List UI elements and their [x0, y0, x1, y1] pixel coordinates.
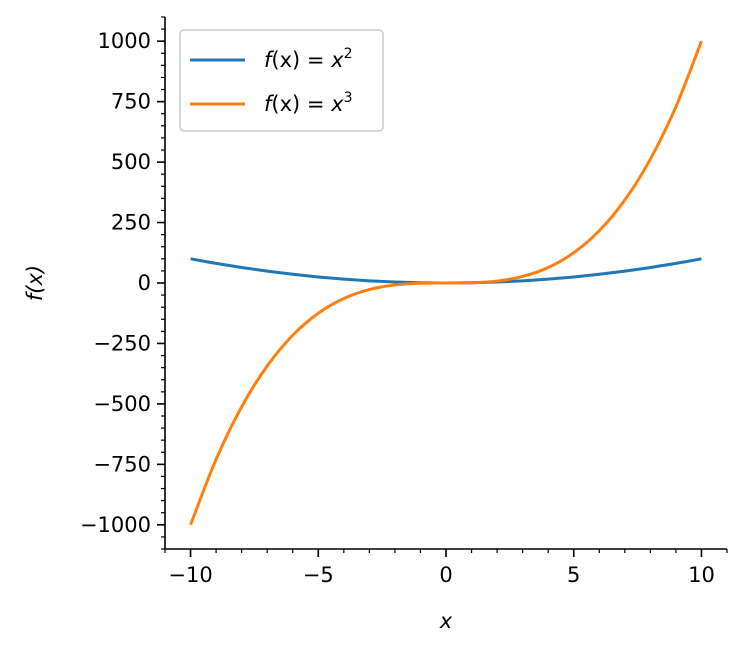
- legend-label-part: f: [264, 92, 275, 116]
- data-point: [572, 275, 575, 278]
- data-point: [598, 229, 601, 232]
- y-tick-label: 0: [138, 271, 151, 295]
- y-tick-label: −750: [93, 452, 151, 476]
- legend-label-part: x: [330, 92, 344, 116]
- legend-label-part: f: [264, 48, 275, 72]
- data-point: [368, 288, 371, 291]
- y-tick-label: 500: [111, 150, 151, 174]
- legend-label-exponent: 2: [344, 46, 353, 62]
- data-point: [649, 158, 652, 161]
- data-point: [700, 40, 703, 43]
- data-point: [674, 105, 677, 108]
- data-point: [674, 262, 677, 265]
- data-point: [240, 405, 243, 408]
- legend-label-part: (x) =: [271, 92, 331, 116]
- data-point: [342, 297, 345, 300]
- data-point: [623, 270, 626, 273]
- legend-label-exponent: 3: [344, 90, 353, 106]
- data-point: [598, 273, 601, 276]
- y-tick-label: −1000: [80, 513, 151, 537]
- y-tick-label: −500: [93, 392, 151, 416]
- data-point: [291, 273, 294, 276]
- data-point: [342, 278, 345, 281]
- data-point: [393, 281, 396, 284]
- data-point: [266, 364, 269, 367]
- legend-frame: [179, 29, 384, 132]
- data-point: [215, 262, 218, 265]
- data-point: [470, 281, 473, 284]
- y-tick-label: 750: [111, 90, 151, 114]
- data-point: [189, 257, 192, 260]
- data-point: [649, 266, 652, 269]
- data-point: [547, 278, 550, 281]
- data-point: [521, 279, 524, 282]
- series-2: [189, 40, 703, 526]
- data-point: [215, 458, 218, 461]
- x-tick-label: 5: [567, 563, 580, 587]
- x-axis-label: x: [439, 609, 453, 633]
- legend-label: f(x) = x2: [264, 46, 353, 72]
- y-tick-label: 250: [111, 211, 151, 235]
- data-point: [445, 282, 448, 285]
- x-tick-label: 0: [439, 563, 452, 587]
- data-point: [240, 266, 243, 269]
- data-point: [572, 251, 575, 254]
- legend-label-part: (x) =: [271, 48, 331, 72]
- x-tick-label: −10: [168, 563, 212, 587]
- data-point: [317, 312, 320, 315]
- legend-label: f(x) = x3: [264, 90, 353, 116]
- y-tick-label: −250: [93, 331, 151, 355]
- data-point: [419, 282, 422, 285]
- data-point: [521, 275, 524, 278]
- data-point: [547, 266, 550, 269]
- data-point: [393, 283, 396, 286]
- series-line: [189, 40, 703, 526]
- data-point: [317, 275, 320, 278]
- data-point: [496, 280, 499, 283]
- data-point: [700, 257, 703, 260]
- x-tick-label: −5: [303, 563, 334, 587]
- data-point: [368, 279, 371, 282]
- data-point: [291, 334, 294, 337]
- data-point: [266, 270, 269, 273]
- y-axis-label: f(x): [23, 265, 47, 301]
- legend-label-part: x: [330, 48, 344, 72]
- y-tick-label: 1000: [98, 29, 151, 53]
- x-tick-label: 10: [688, 563, 715, 587]
- legend: f(x) = x2f(x) = x3: [179, 29, 384, 132]
- series-1: [189, 257, 703, 285]
- data-point: [189, 523, 192, 526]
- data-point: [623, 199, 626, 202]
